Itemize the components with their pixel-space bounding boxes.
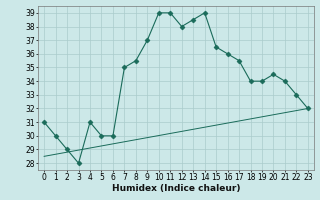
X-axis label: Humidex (Indice chaleur): Humidex (Indice chaleur) [112,184,240,193]
